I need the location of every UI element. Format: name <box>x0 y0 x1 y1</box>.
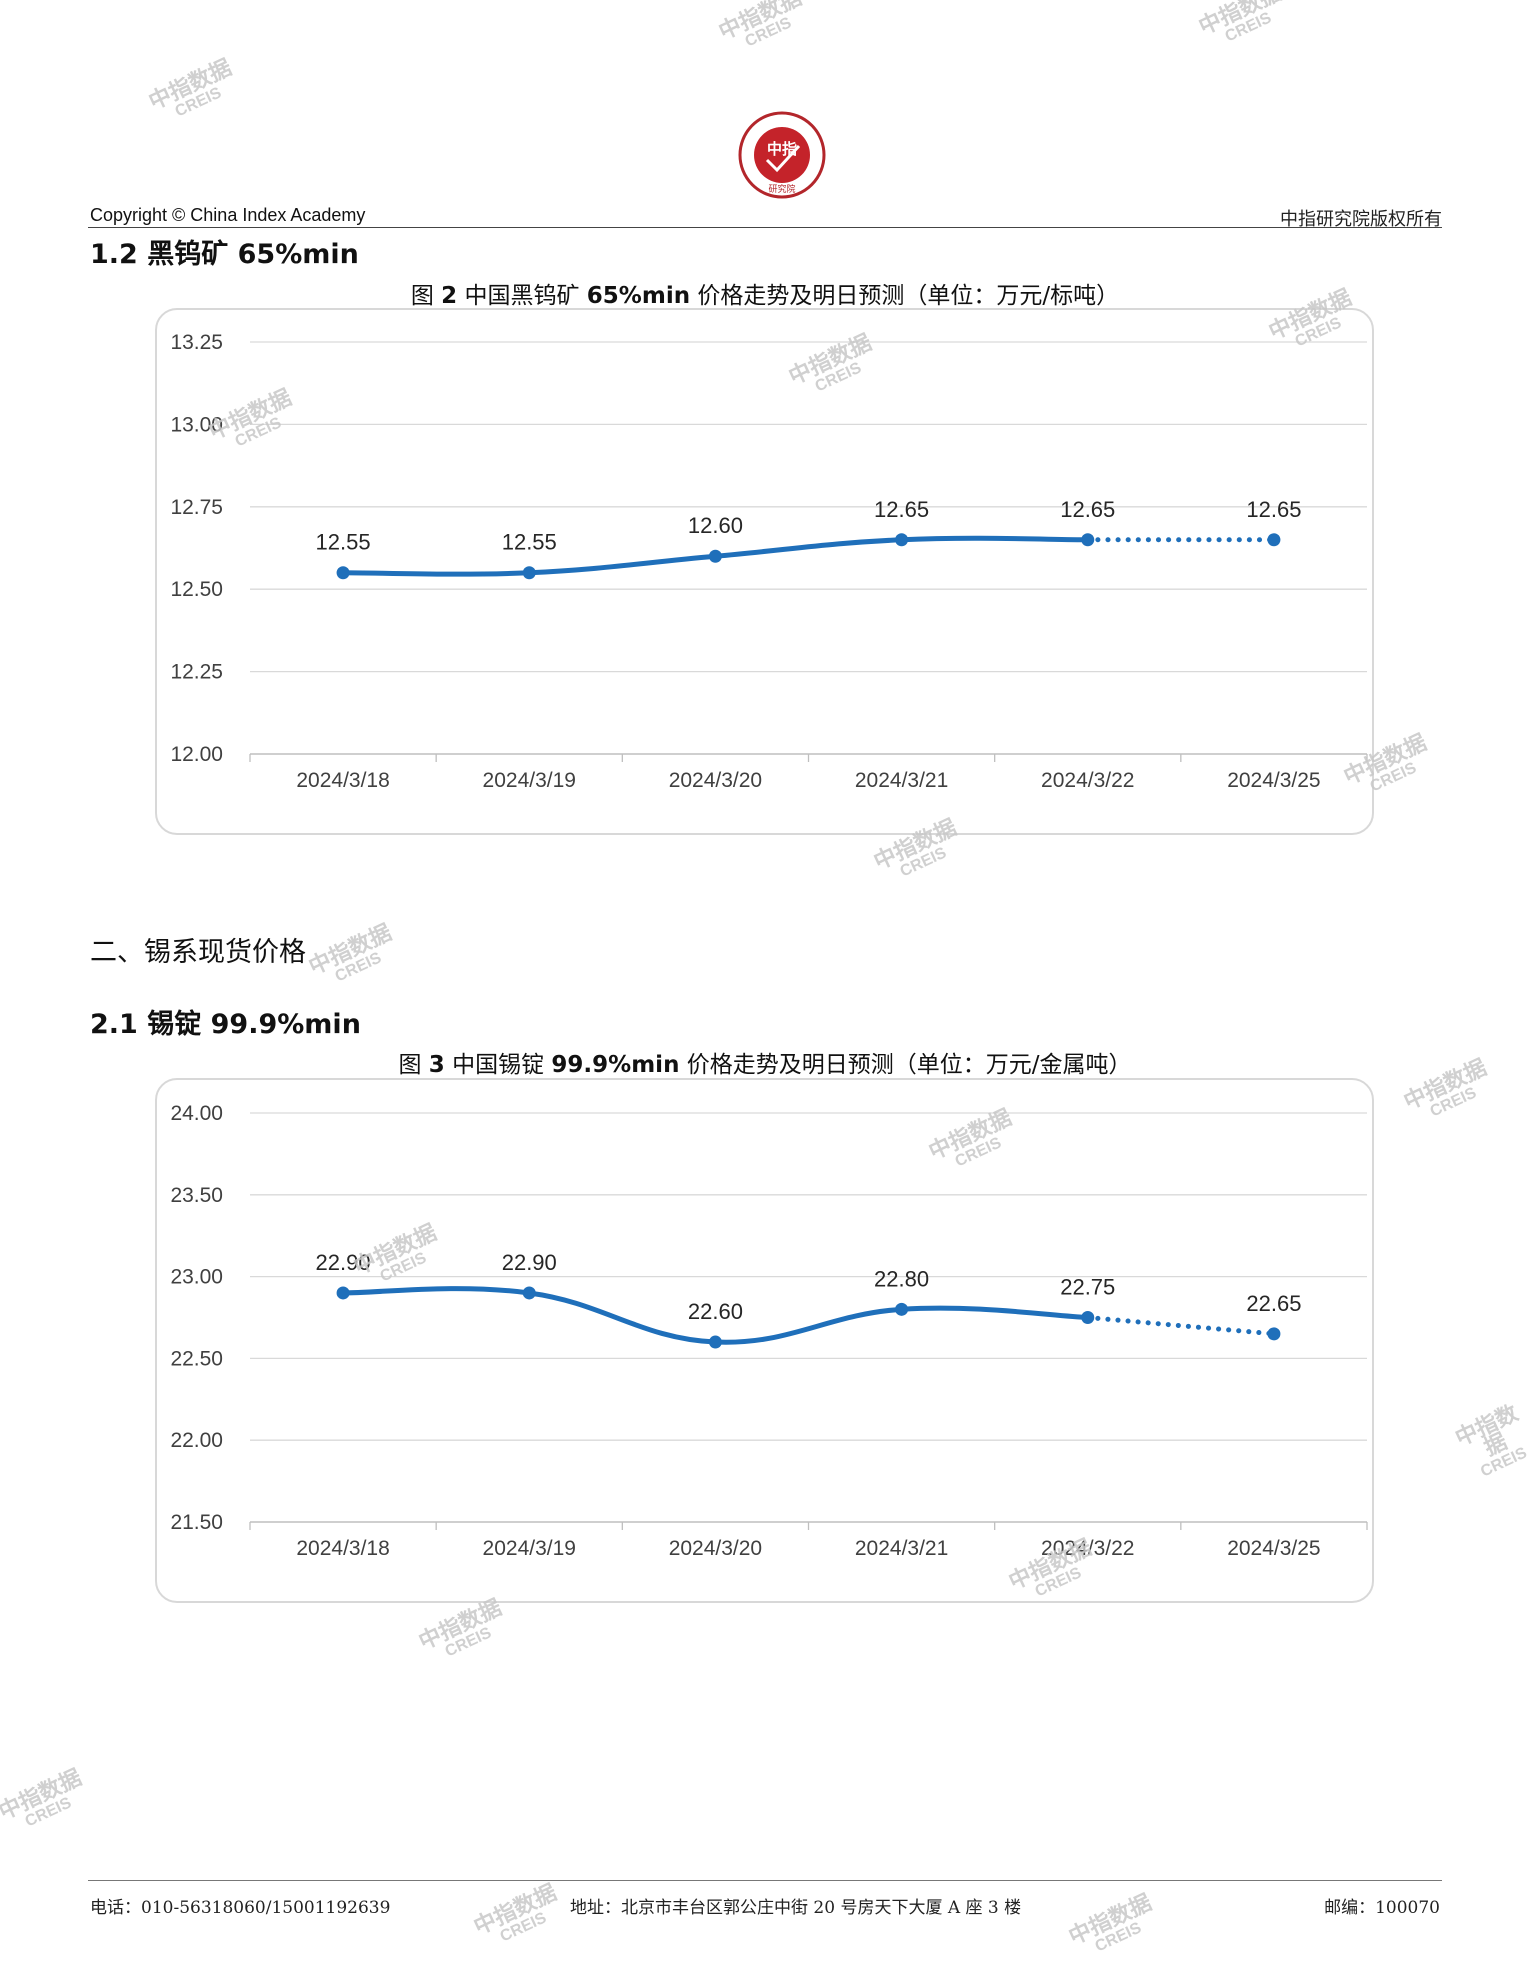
x-tick-label: 2024/3/25 <box>1227 769 1320 792</box>
data-point <box>708 549 722 563</box>
watermark-line1: 中指数据 <box>1451 1401 1523 1462</box>
data-label: 12.60 <box>688 513 743 538</box>
watermark-line2: CREIS <box>897 844 950 881</box>
data-point <box>522 566 536 580</box>
watermark: 中指数据 CREIS <box>470 1880 566 1953</box>
y-tick-label: 12.25 <box>170 661 223 684</box>
data-label: 22.65 <box>1246 1291 1301 1316</box>
logo-center-text: 中指 <box>767 140 797 158</box>
watermark-line1: 中指数据 <box>1195 0 1286 41</box>
watermark-line1: 中指数据 <box>415 1595 506 1656</box>
y-tick-label: 13.25 <box>170 331 223 354</box>
rights-text: 中指研究院版权所有 <box>1280 209 1442 230</box>
watermark: 中指数据 CREIS <box>145 55 241 128</box>
x-tick-label: 2024/3/21 <box>855 769 948 792</box>
footer-phone: 电话：010-56318060/15001192639 <box>90 1898 391 1918</box>
x-tick-label: 2024/3/18 <box>296 769 389 792</box>
data-label: 12.55 <box>316 530 371 555</box>
data-point <box>336 566 350 580</box>
watermark-line2: CREIS <box>172 84 225 121</box>
watermark-line2: CREIS <box>1092 1919 1145 1956</box>
y-tick-label: 13.00 <box>170 413 223 436</box>
watermark-line1: 中指数据 <box>1065 1890 1156 1951</box>
data-point <box>895 533 909 547</box>
section-heading-1-2: 1.2 黑钨矿 65%min <box>90 239 359 270</box>
x-tick-label: 2024/3/19 <box>483 769 576 792</box>
tin-price-chart: 21.50 22.00 22.50 23.00 23.50 24.00 2024/3/18 2… <box>170 1102 1368 1560</box>
x-tick-label: 2024/3/25 <box>1227 1537 1320 1560</box>
footer-divider <box>88 1880 1442 1881</box>
data-label: 22.60 <box>688 1299 743 1324</box>
y-tick-label: 22.00 <box>170 1429 223 1452</box>
figure-2-title: 图 2 中国黑钨矿 65%min 价格走势及明日预测（单位：万元/标吨） <box>410 283 1120 309</box>
y-tick-label: 21.50 <box>170 1511 223 1534</box>
data-label: 22.75 <box>1060 1275 1115 1300</box>
data-point <box>1081 533 1095 547</box>
watermark-line2: CREIS <box>1222 9 1275 46</box>
watermark: 中指数据 CREIS <box>1195 0 1291 53</box>
y-tick-label: 12.75 <box>170 496 223 519</box>
copyright-text: Copyright © China Index Academy <box>90 205 366 225</box>
x-tick-label: 2024/3/20 <box>669 769 762 792</box>
data-point <box>1267 1327 1281 1341</box>
x-tick-label: 2024/3/22 <box>1041 1537 1134 1560</box>
x-tick-label: 2024/3/21 <box>855 1537 948 1560</box>
data-point <box>1267 533 1281 547</box>
watermark-line2: CREIS <box>1427 1084 1480 1121</box>
data-label: 12.65 <box>874 497 929 522</box>
data-point <box>336 1286 350 1300</box>
x-tick-label: 2024/3/22 <box>1041 769 1134 792</box>
figure-3-title: 图 3 中国锡锭 99.9%min 价格走势及明日预测（单位：万元/金属吨） <box>398 1052 1132 1078</box>
footer-address: 地址：北京市丰台区郭公庄中街 20 号房天下大厦 A 座 3 楼 <box>570 1898 1022 1918</box>
logo-bottom-text: 研究院 <box>768 183 795 195</box>
watermark-line2: CREIS <box>332 949 385 986</box>
watermark-line2: CREIS <box>442 1624 495 1661</box>
y-tick-label: 24.00 <box>170 1102 223 1125</box>
data-label: 12.65 <box>1060 497 1115 522</box>
watermark-line2: CREIS <box>742 14 795 51</box>
watermark-line1: 中指数据 <box>0 1765 86 1826</box>
y-tick-label: 12.50 <box>170 578 223 601</box>
data-label: 22.90 <box>316 1250 371 1275</box>
watermark-line1: 中指数据 <box>305 920 396 981</box>
x-tick-label: 2024/3/19 <box>483 1537 576 1560</box>
china-index-academy-logo: 中指 研究院 <box>738 111 826 199</box>
y-tick-label: 23.50 <box>170 1184 223 1207</box>
watermark-line2: CREIS <box>497 1909 550 1946</box>
data-label: 22.80 <box>874 1266 929 1291</box>
x-tick-label: 2024/3/20 <box>669 1537 762 1560</box>
watermark: 中指数据 CREIS <box>415 1595 511 1668</box>
tungsten-price-chart: 12.00 12.25 12.50 12.75 13.00 13.25 2024/3/18 2… <box>170 331 1368 792</box>
watermark-line2: CREIS <box>22 1794 75 1831</box>
watermark-line1: 中指数据 <box>470 1880 561 1941</box>
forecast-line <box>1085 1315 1277 1337</box>
data-point <box>708 1335 722 1349</box>
data-label: 12.55 <box>502 530 557 555</box>
y-tick-label: 23.00 <box>170 1266 223 1289</box>
watermark-line1: 中指数据 <box>715 0 806 46</box>
watermark: 中指数据 CREIS <box>0 1765 92 1838</box>
x-tick-label: 2024/3/18 <box>296 1537 389 1560</box>
y-tick-label: 12.00 <box>170 743 223 766</box>
watermark-line2: CREIS <box>1478 1444 1530 1481</box>
watermark: 中指数据 CREIS <box>715 0 811 58</box>
data-label: 22.90 <box>502 1250 557 1275</box>
data-point <box>895 1302 909 1316</box>
watermark-line1: 中指数据 <box>145 55 236 116</box>
section-heading-2-1: 2.1 锡锭 99.9%min <box>90 1009 361 1040</box>
data-point <box>522 1286 536 1300</box>
y-tick-label: 22.50 <box>170 1347 223 1370</box>
data-label: 12.65 <box>1246 497 1301 522</box>
watermark: 中指数据 CREIS <box>305 920 401 993</box>
header-divider <box>88 227 1442 228</box>
watermark: 中指数据 CREIS <box>1451 1401 1530 1484</box>
watermark: 中指数据 CREIS <box>1065 1890 1161 1963</box>
section-heading-2: 二、锡系现货价格 <box>90 937 306 968</box>
footer-postcode: 邮编：100070 <box>1324 1898 1440 1918</box>
data-point <box>1081 1311 1095 1324</box>
